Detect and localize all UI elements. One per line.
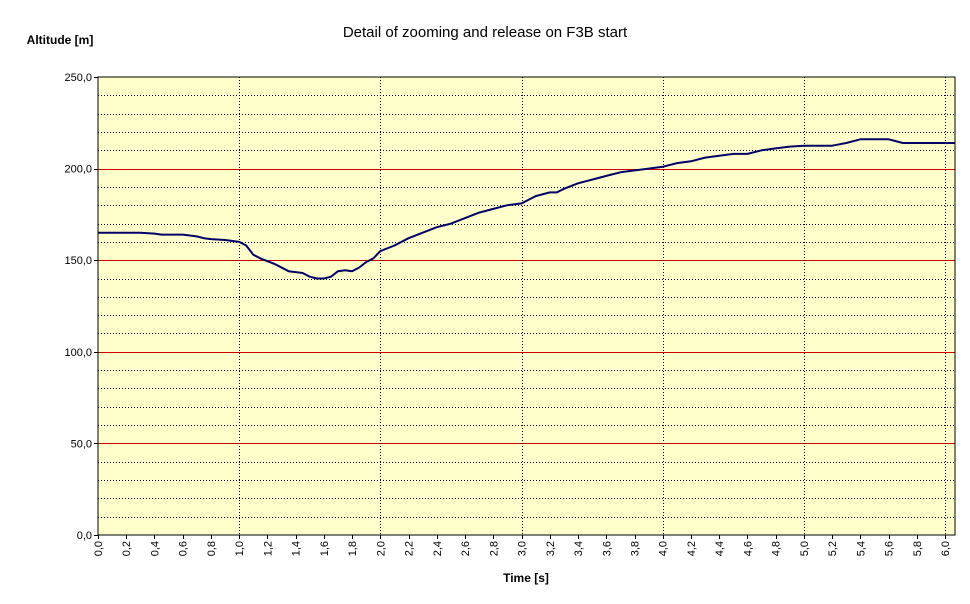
x-tick-label: 1,0 <box>234 541 246 556</box>
x-tick-label: 2,2 <box>404 541 416 556</box>
series-layer <box>98 138 955 280</box>
plot-area <box>98 77 955 535</box>
x-tick-label: 0,0 <box>93 541 105 556</box>
x-tick-label: 4,4 <box>714 541 726 556</box>
chart-title: Detail of zooming and release on F3B sta… <box>343 24 628 41</box>
x-tick-label: 5,8 <box>912 541 924 556</box>
x-tick-label: 5,2 <box>827 541 839 556</box>
x-tick-label: 2,4 <box>432 541 444 556</box>
x-tick-label: 4,2 <box>686 541 698 556</box>
y-tick-label: 50,0 <box>71 438 92 450</box>
y-tick-label: 100,0 <box>64 347 92 359</box>
x-tick-label: 4,6 <box>742 541 754 556</box>
y-tick-label: 0,0 <box>77 530 92 542</box>
series-line <box>98 138 955 280</box>
x-tick-label: 0,4 <box>149 541 161 556</box>
x-tick-labels: 0,0 0,2 0,4 0,6 0,8 1,0 1,2 1,4 1,6 1,8 2,0 2,2 2,4 2… <box>93 535 952 556</box>
x-tick-label: 1,8 <box>347 541 359 556</box>
x-tick-label: 6,0 <box>940 541 952 556</box>
minor-gridlines <box>98 95 955 518</box>
x-tick-label: 5,0 <box>799 541 811 556</box>
y-axis-label: Altitude [m] <box>27 33 94 47</box>
x-tick-label: 0,2 <box>121 541 133 556</box>
x-tick-label: 2,8 <box>488 541 500 556</box>
x-tick-label: 3,6 <box>601 541 613 556</box>
x-tick-label: 3,4 <box>573 541 585 556</box>
x-axis-label: Time [s] <box>503 571 549 585</box>
x-tick-label: 2,0 <box>375 541 387 556</box>
x-tick-label: 1,4 <box>291 541 303 556</box>
major-gridlines <box>98 169 955 444</box>
x-tick-label: 0,8 <box>206 541 218 556</box>
x-tick-label: 3,2 <box>545 541 557 556</box>
x-tick-label: 4,8 <box>771 541 783 556</box>
vertical-gridlines <box>239 77 946 535</box>
plot-border <box>97 76 956 536</box>
y-tick-label: 250,0 <box>64 72 92 84</box>
x-tick-label: 5,6 <box>884 541 896 556</box>
y-tick-label: 200,0 <box>64 164 92 176</box>
x-tick-label: 2,6 <box>460 541 472 556</box>
x-tick-label: 1,2 <box>262 541 274 556</box>
x-tick-label: 0,6 <box>178 541 190 556</box>
x-tick-label: 1,6 <box>319 541 331 556</box>
x-tick-label: 4,0 <box>658 541 670 556</box>
y-tick-label: 150,0 <box>64 255 92 267</box>
x-tick-label: 3,0 <box>517 541 529 556</box>
y-tick-labels: 0,0 50,0 100,0 150,0 200,0 250,0 <box>64 72 98 542</box>
x-tick-label: 3,8 <box>630 541 642 556</box>
x-tick-label: 5,4 <box>855 541 867 556</box>
